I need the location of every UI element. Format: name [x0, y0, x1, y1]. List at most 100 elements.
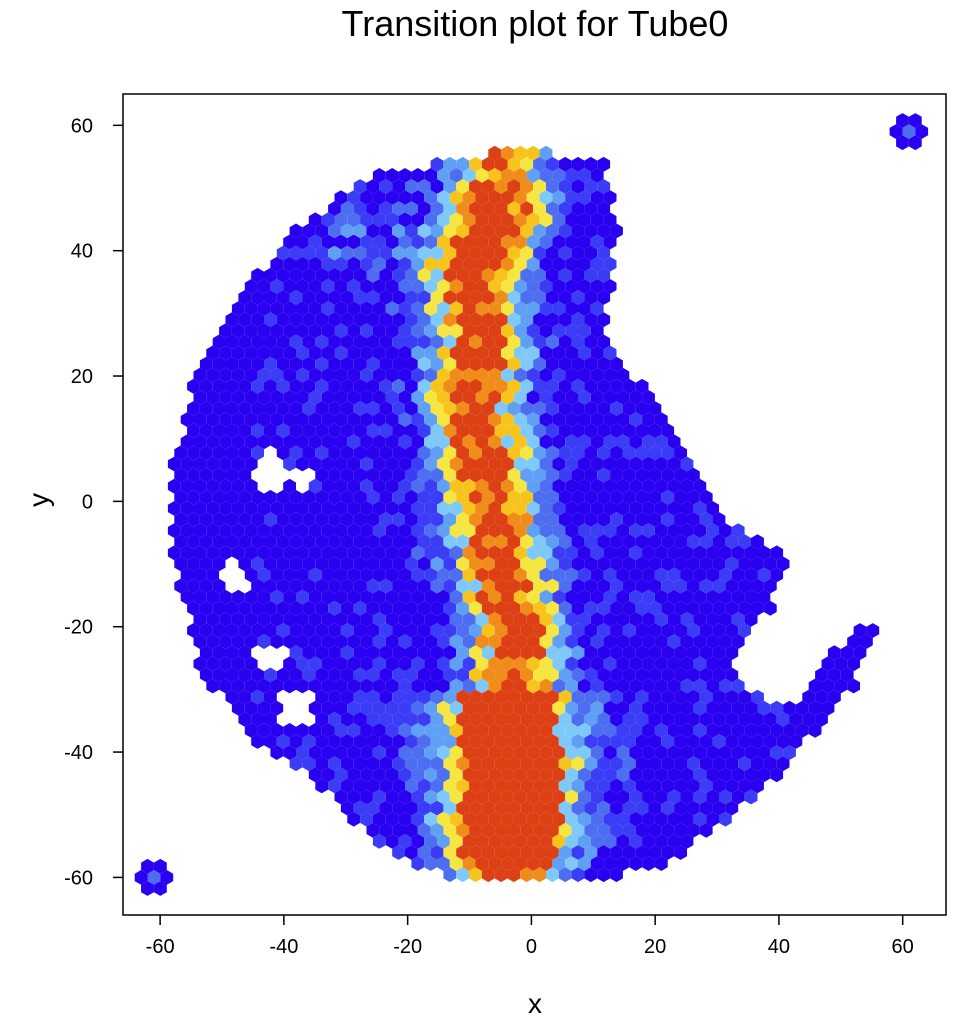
- hex-cell: [475, 700, 489, 716]
- hex-cell: [622, 800, 636, 816]
- hex-cell: [437, 234, 450, 250]
- hex-cell: [590, 789, 604, 805]
- hex-cell: [417, 290, 431, 305]
- hex-cell: [590, 279, 604, 294]
- hex-cell: [629, 412, 643, 427]
- hex-cell: [456, 845, 470, 860]
- hex-cell: [552, 367, 566, 383]
- hex-cell: [231, 478, 245, 494]
- hex-cell: [507, 534, 521, 550]
- hex-cell: [385, 612, 399, 627]
- hex-cell: [199, 623, 213, 638]
- hex-cell: [578, 301, 591, 316]
- hex-cell: [680, 567, 694, 583]
- hex-cell: [283, 279, 296, 294]
- hex-cell: [719, 678, 732, 694]
- hex-cell: [706, 656, 719, 672]
- hex-cell: [629, 478, 643, 494]
- hex-cell: [908, 113, 922, 128]
- hex-cell: [437, 345, 450, 361]
- hex-cell: [462, 434, 476, 450]
- hex-cell: [501, 545, 514, 561]
- hex-cell: [815, 667, 828, 683]
- hex-cell: [526, 545, 540, 561]
- hex-cell: [507, 467, 521, 483]
- hex-cell: [385, 545, 399, 561]
- hex-cell: [552, 234, 566, 250]
- hex-cell: [405, 556, 418, 572]
- hex-cell: [328, 245, 341, 261]
- hex-cell: [251, 334, 264, 350]
- hex-cell: [430, 423, 444, 439]
- hex-cell: [276, 423, 290, 439]
- hex-cell: [366, 201, 380, 217]
- hex-cell: [411, 168, 425, 183]
- hex-cell: [449, 834, 463, 849]
- hex-cell: [763, 556, 777, 572]
- hex-cell: [680, 767, 694, 783]
- hex-cell: [283, 678, 296, 694]
- hex-cell: [353, 290, 367, 305]
- hex-cell: [546, 312, 559, 328]
- hex-cell: [315, 245, 329, 261]
- hex-cell: [366, 334, 380, 350]
- hex-cell: [296, 434, 309, 450]
- hex-cell: [353, 667, 367, 683]
- hex-cell: [488, 234, 502, 250]
- hex-cell: [328, 667, 341, 683]
- hex-cell: [469, 645, 482, 661]
- hex-cell: [584, 223, 598, 239]
- hex-cell: [193, 434, 207, 450]
- hex-cell: [334, 589, 348, 605]
- hex-cell: [398, 345, 412, 361]
- hex-cell: [520, 534, 534, 550]
- hex-cell: [571, 689, 585, 705]
- hex-cell: [443, 800, 457, 816]
- hex-cell: [315, 534, 329, 550]
- hex-cell: [462, 834, 476, 849]
- x-tick-label: -20: [393, 936, 422, 958]
- hex-cell: [552, 656, 566, 672]
- hex-cell: [629, 434, 643, 450]
- hex-cell: [360, 745, 373, 760]
- hex-cell: [622, 600, 636, 616]
- hex-cell: [360, 279, 373, 294]
- hex-cell: [328, 290, 341, 305]
- hex-cell: [501, 279, 514, 294]
- hex-cell: [571, 645, 585, 661]
- hex-cell: [366, 711, 380, 727]
- hex-cell: [481, 734, 495, 749]
- hex-cell: [533, 267, 546, 283]
- hex-cell: [366, 290, 380, 305]
- hex-cell: [315, 267, 329, 283]
- hex-cell: [610, 423, 623, 439]
- hex-cell: [680, 678, 694, 694]
- hex-cell: [661, 512, 675, 527]
- hex-cell: [571, 489, 585, 505]
- hex-cell: [334, 700, 348, 716]
- hex-cell: [257, 612, 271, 627]
- hex-cell: [616, 678, 630, 694]
- hex-cell: [405, 467, 418, 483]
- hex-cell: [360, 456, 373, 472]
- hex-cell: [328, 401, 341, 416]
- hex-cell: [539, 545, 553, 561]
- hex-cell: [648, 623, 662, 638]
- y-tick-label: -20: [64, 617, 93, 639]
- hex-cell: [437, 789, 450, 805]
- hex-cell: [443, 489, 457, 505]
- hex-cell: [417, 223, 431, 239]
- hex-cell: [635, 689, 649, 705]
- hex-cell: [347, 390, 361, 405]
- hex-cell: [597, 623, 611, 638]
- hex-cell: [276, 245, 290, 261]
- hex-cell: [289, 423, 303, 439]
- hex-cell: [693, 612, 707, 627]
- hex-cell: [693, 589, 707, 605]
- hex-cell: [475, 478, 489, 494]
- hex-cell: [379, 778, 393, 794]
- hex-cell: [687, 467, 700, 483]
- hex-cell: [597, 245, 611, 261]
- hex-cell: [187, 578, 200, 594]
- hex-cell: [392, 201, 405, 217]
